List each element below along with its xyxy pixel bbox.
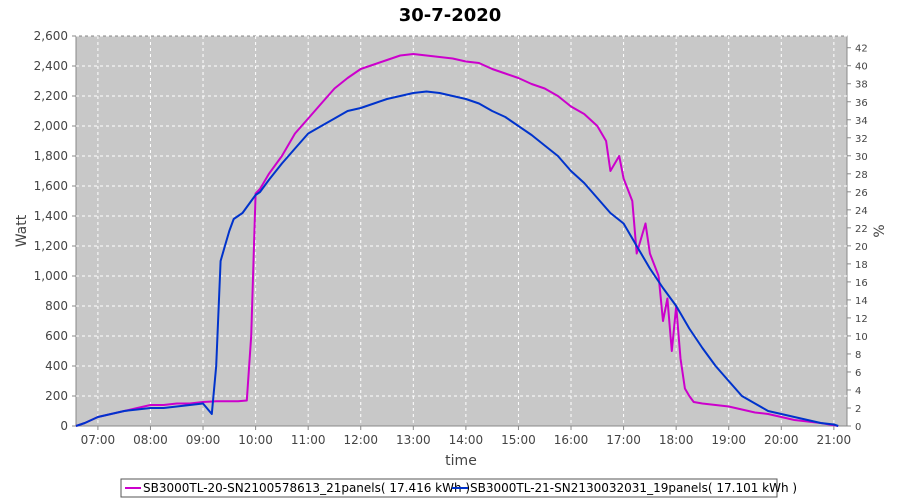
series-line-1: [75, 53, 839, 427]
y2-tick-label: 8: [855, 350, 861, 361]
y2-tick-label: 16: [855, 278, 868, 289]
y-tick-label: 1,600: [34, 179, 68, 193]
y-axis-title: Watt: [14, 214, 30, 247]
y2-tick-label: 0: [855, 422, 861, 433]
legend: SB3000TL-20-SN2100578613_21panels( 17.41…: [120, 478, 797, 498]
x-tick-label: 19:00: [711, 433, 746, 447]
y2-tick-label: 14: [855, 296, 868, 307]
grid: [76, 35, 847, 426]
y2-tick-label: 30: [855, 152, 868, 163]
y2-tick-label: 42: [855, 44, 868, 55]
legend-label-series-1: SB3000TL-20-SN2100578613_21panels( 17.41…: [143, 481, 470, 495]
y2-tick-label: 34: [855, 116, 868, 127]
y-tick-label: 2,600: [34, 29, 68, 43]
x-tick-label: 07:00: [81, 433, 116, 447]
y-tick-label: 2,400: [34, 59, 68, 73]
y2-tick-label: 4: [855, 386, 861, 397]
x-tick-label: 17:00: [606, 433, 641, 447]
x-tick-label: 13:00: [396, 433, 431, 447]
legend-label-series-2: SB3000TL-21-SN2130032031_19panels( 17.10…: [470, 481, 797, 495]
y2-tick-label: 26: [855, 188, 868, 199]
y-tick-label: 1,400: [34, 209, 68, 223]
y2-tick-label: 40: [855, 62, 868, 73]
y2-tick-label: 32: [855, 134, 868, 145]
y2-tick-label: 10: [855, 332, 868, 343]
x-tick-label: 12:00: [343, 433, 378, 447]
x-tick-label: 16:00: [554, 433, 589, 447]
axes: 02004006008001,0001,2001,4001,6001,8002,…: [34, 29, 868, 447]
legend-box: [120, 478, 778, 498]
y2-tick-label: 28: [855, 170, 868, 181]
y2-tick-label: 22: [855, 224, 868, 235]
x-tick-label: 10:00: [238, 433, 273, 447]
y-tick-label: 0: [60, 419, 68, 433]
y2-tick-label: 20: [855, 242, 868, 253]
y-tick-label: 1,000: [34, 269, 68, 283]
x-axis-title: time: [445, 453, 477, 469]
y-tick-label: 2,200: [34, 89, 68, 103]
x-tick-label: 20:00: [764, 433, 799, 447]
y-tick-label: 400: [45, 359, 68, 373]
y-tick-label: 1,800: [34, 149, 68, 163]
y-tick-label: 200: [45, 389, 68, 403]
y2-tick-label: 2: [855, 404, 861, 415]
x-tick-label: 21:00: [817, 433, 852, 447]
y2-tick-label: 24: [855, 206, 868, 217]
y-tick-label: 800: [45, 299, 68, 313]
y2-tick-label: 36: [855, 98, 868, 109]
chart-title: 30-7-2020: [399, 5, 502, 26]
x-tick-label: 11:00: [291, 433, 326, 447]
series-line-2: [75, 90, 839, 427]
y2-tick-label: 12: [855, 314, 868, 325]
y-tick-label: 2,000: [34, 119, 68, 133]
x-tick-label: 08:00: [133, 433, 168, 447]
x-tick-label: 18:00: [659, 433, 694, 447]
y2-tick-label: 6: [855, 368, 861, 379]
x-tick-label: 09:00: [186, 433, 221, 447]
x-tick-label: 14:00: [449, 433, 484, 447]
y-tick-label: 1,200: [34, 239, 68, 253]
plot-area: [75, 35, 848, 427]
y2-tick-label: 18: [855, 260, 868, 271]
x-tick-label: 15:00: [501, 433, 536, 447]
y2-axis-title: %: [872, 224, 888, 237]
series-layer: [75, 53, 839, 427]
y-tick-label: 600: [45, 329, 68, 343]
y2-tick-label: 38: [855, 80, 868, 91]
